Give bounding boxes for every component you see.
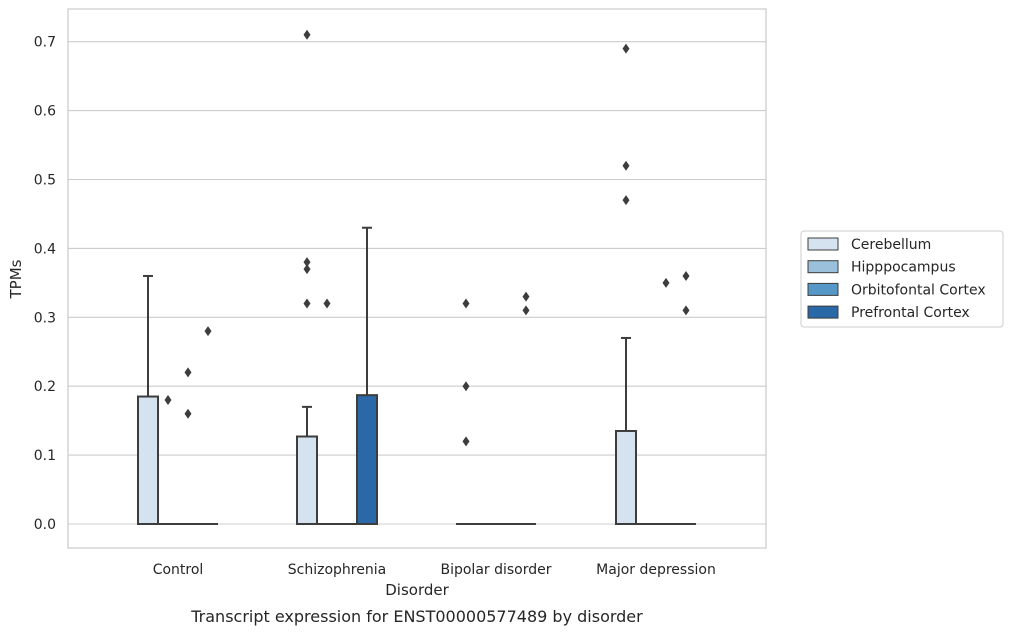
outlier-marker: [184, 408, 192, 419]
box-iqr: [296, 435, 318, 526]
outlier-marker: [303, 29, 311, 40]
outlier-marker: [662, 277, 670, 288]
x-tick-label: Major depression: [596, 562, 716, 578]
outlier-marker: [164, 394, 172, 405]
outlier-marker: [622, 160, 630, 171]
legend-swatch: [807, 237, 839, 251]
outlier-marker: [622, 43, 630, 54]
outlier-marker: [522, 291, 530, 302]
outlier-marker: [184, 367, 192, 378]
outlier-marker: [462, 381, 470, 392]
y-axis-title: TPMs: [7, 259, 25, 299]
legend-frame: [800, 230, 1004, 328]
y-tick-label: 0.2: [34, 379, 56, 395]
outlier-marker: [204, 326, 212, 337]
outlier-marker: [323, 298, 331, 309]
x-tick-label: Bipolar disorder: [440, 562, 551, 578]
outlier-marker: [462, 436, 470, 447]
box-iqr: [137, 395, 159, 525]
box-iqr: [356, 394, 378, 526]
y-tick-label: 0.7: [34, 35, 56, 51]
y-tick-label: 0.4: [34, 241, 56, 257]
outlier-marker: [303, 298, 311, 309]
outlier-marker: [303, 257, 311, 268]
chart-caption: Transcript expression for ENST0000057748…: [190, 607, 643, 626]
outlier-marker: [622, 195, 630, 206]
legend: Cerebellum Hipppocampus Orbitofontal Corte…: [800, 230, 1004, 328]
y-tick-label: 0.6: [34, 104, 56, 120]
legend-label: Prefrontal Cortex: [851, 305, 970, 321]
box-iqr: [615, 429, 637, 525]
y-tick-label: 0.1: [34, 448, 56, 464]
legend-label: Hipppocampus: [851, 260, 956, 276]
y-tick-label: 0.5: [34, 173, 56, 189]
outlier-markers: [164, 29, 690, 447]
x-tick-label: Control: [153, 562, 204, 578]
legend-label: Orbitofontal Cortex: [851, 282, 986, 298]
y-tick-label: 0.3: [34, 310, 56, 326]
outlier-marker: [522, 305, 530, 316]
x-axis-title: Disorder: [385, 581, 449, 599]
legend-swatch: [807, 260, 839, 274]
legend-swatch: [807, 305, 839, 319]
outlier-marker: [682, 305, 690, 316]
y-tick-labels: 0.0 0.1 0.2 0.3 0.4 0.5 0.6 0.7: [34, 35, 56, 533]
outlier-marker: [682, 270, 690, 281]
outlier-marker: [303, 264, 311, 275]
y-tick-label: 0.0: [34, 517, 56, 533]
grid-lines: [68, 41, 766, 525]
legend-swatch: [807, 282, 839, 296]
legend-label: Cerebellum: [851, 237, 931, 253]
plot-area-frame: [67, 8, 767, 549]
outlier-marker: [462, 298, 470, 309]
box-plots: [137, 226, 696, 526]
x-tick-label: Schizophrenia: [288, 562, 386, 578]
x-tick-labels: Control Schizophrenia Bipolar disorder Majo…: [153, 562, 716, 578]
